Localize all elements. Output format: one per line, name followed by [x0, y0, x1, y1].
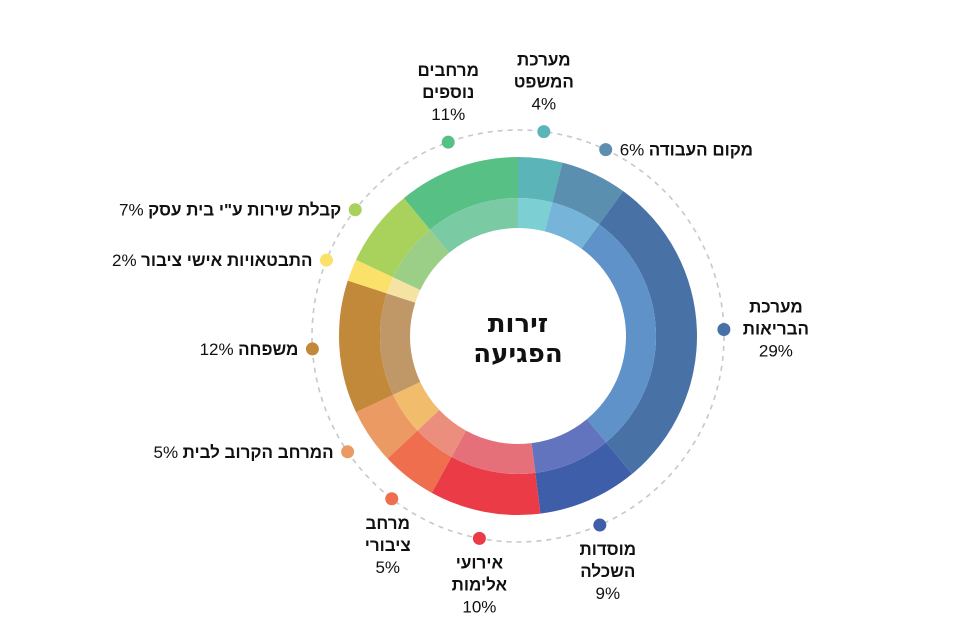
- slice-10-label: קבלת שירות ע"י בית עסק 7%: [119, 201, 341, 220]
- slices-group: [338, 157, 698, 515]
- slice-5-name-line-1: אירועי: [456, 553, 504, 572]
- slice-4-inner: [531, 419, 606, 473]
- slice-4-outer: [535, 442, 633, 514]
- slice-3-name-line-2: הבריאות: [743, 320, 809, 339]
- slice-1-inner: [518, 198, 553, 232]
- slice-6-pct: 5%: [375, 558, 400, 577]
- slice-10-name: קבלת שירות ע"י בית עסק: [148, 201, 341, 220]
- slice-1-name-line-1: מערכת: [517, 51, 571, 70]
- slice-11-name-line-2: נוספים: [422, 83, 474, 102]
- slice-5-pct: 10%: [462, 597, 496, 616]
- slice-1-pct: 4%: [532, 95, 557, 114]
- labels-group: מערכת המשפט 4% 6% מקום העבודה מערכת הבריאות 29…: [112, 51, 809, 617]
- slice-8-inner: [380, 293, 421, 395]
- slice-1-marker: [537, 125, 551, 139]
- slice-6-name-line-1: מרחב: [366, 514, 410, 533]
- slice-1-name-line-2: המשפט: [514, 73, 574, 92]
- slice-11-marker: [441, 135, 455, 149]
- slice-7-marker: [341, 445, 355, 459]
- slice-7-inner: [393, 381, 440, 431]
- slice-3-outer: [599, 191, 698, 474]
- slice-5-marker: [472, 531, 486, 545]
- slice-5-name-line-2: אלימות: [452, 575, 508, 594]
- slice-9-pct: 2%: [112, 251, 137, 270]
- center-title-line-1: זירות: [488, 309, 548, 339]
- slice-9-outer: [347, 259, 394, 294]
- slice-6-marker: [385, 492, 399, 506]
- slice-8-outer: [338, 280, 394, 413]
- slice-3-label: מערכת הבריאות 29%: [743, 298, 809, 361]
- slice-2-label: 6% מקום העבודה: [620, 141, 753, 160]
- markers-group: [305, 125, 731, 545]
- slice-11-label: מרחבים נוספים 11%: [417, 61, 478, 124]
- slice-4-name-line-1: מוסדות: [580, 540, 637, 559]
- slice-9-label: התבטאויות אישי ציבור 2%: [112, 251, 312, 270]
- slice-3-inner: [581, 224, 656, 443]
- slice-11-outer: [403, 157, 518, 230]
- slice-5-inner: [451, 430, 536, 474]
- slice-10-inner: [393, 229, 450, 291]
- slice-7-name: המרחב הקרוב לבית: [183, 443, 334, 462]
- slice-11-name-line-1: מרחבים: [417, 61, 478, 80]
- slice-8-label: משפחה 12%: [200, 340, 299, 359]
- slice-11-pct: 11%: [431, 105, 465, 124]
- slice-9-inner: [386, 277, 421, 303]
- slice-2-pct: 6%: [620, 141, 645, 160]
- slice-2-marker: [599, 143, 613, 157]
- slice-1-outer: [518, 157, 563, 203]
- slice-7-label: המרחב הקרוב לבית 5%: [154, 443, 334, 462]
- slice-11-inner: [430, 198, 518, 253]
- slice-6-label: מרחב ציבורי 5%: [365, 514, 411, 577]
- slice-6-inner: [417, 409, 466, 457]
- slice-6-outer: [387, 430, 452, 493]
- slice-3-name-line-1: מערכת: [749, 298, 803, 317]
- slice-3-marker: [717, 323, 731, 337]
- slice-10-marker: [348, 203, 362, 217]
- slice-5-label: אירועי אלימות 10%: [452, 553, 508, 616]
- slice-9-name: התבטאויות אישי ציבור: [141, 251, 312, 270]
- slice-5-outer: [431, 456, 541, 515]
- slice-4-label: מוסדות השכלה 9%: [580, 540, 637, 603]
- slice-3-pct: 29%: [759, 342, 793, 361]
- center-title-line-2: הפגיעה: [473, 339, 562, 369]
- slice-4-marker: [593, 518, 607, 532]
- slice-7-pct: 5%: [154, 443, 179, 462]
- slice-8-pct: 12%: [200, 340, 234, 359]
- slice-8-name: משפחה: [238, 340, 298, 359]
- slice-4-name-line-2: השכלה: [580, 562, 635, 581]
- slice-8-marker: [305, 342, 319, 356]
- slice-2-inner: [544, 202, 600, 249]
- slice-6-name-line-2: ציבורי: [365, 536, 411, 555]
- slice-7-outer: [356, 394, 418, 459]
- slice-2-name: מקום העבודה: [649, 141, 753, 160]
- slice-1-label: מערכת המשפט 4%: [514, 51, 574, 114]
- slice-10-pct: 7%: [119, 201, 144, 220]
- slice-4-pct: 9%: [596, 584, 621, 603]
- slice-10-outer: [356, 198, 431, 278]
- slice-9-marker: [319, 253, 333, 267]
- slice-2-outer: [552, 162, 624, 225]
